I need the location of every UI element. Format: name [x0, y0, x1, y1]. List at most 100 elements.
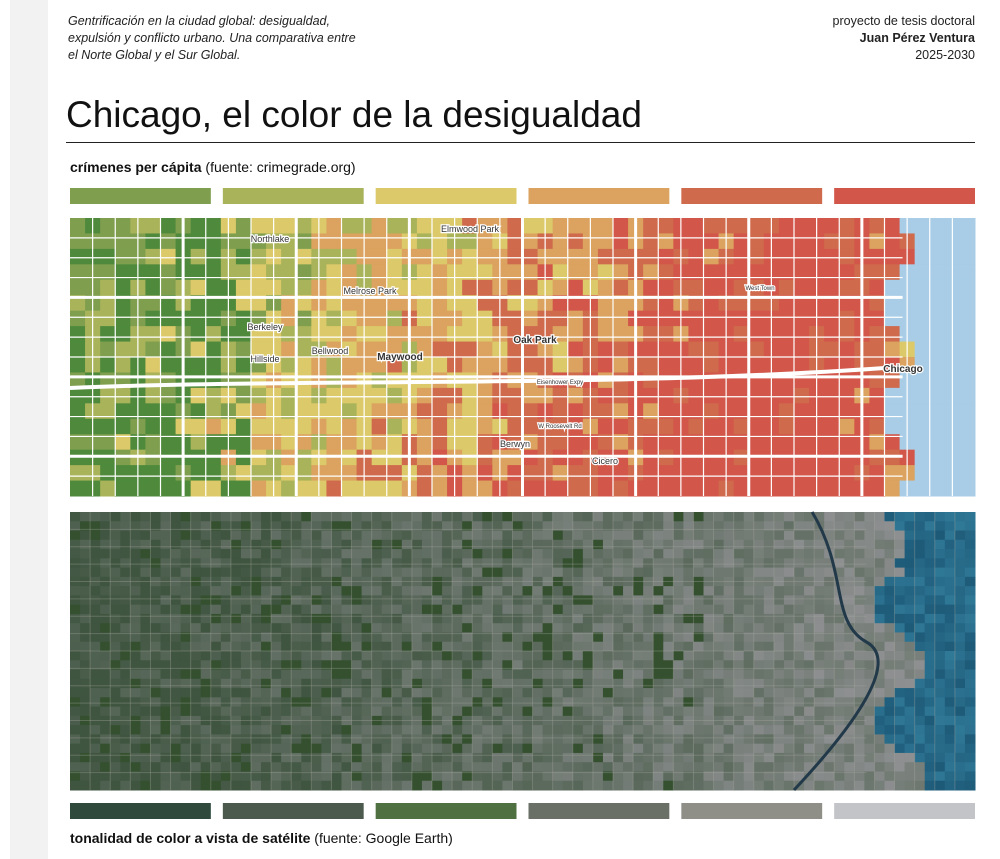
satellite-cell [291, 660, 302, 671]
satellite-cell [301, 651, 312, 661]
satellite-cell [964, 771, 976, 782]
satellite-cell [502, 595, 513, 606]
satellite-cell [421, 762, 433, 772]
satellite-cell [542, 669, 554, 680]
satellite-cell [894, 595, 906, 606]
satellite-cell [753, 678, 765, 689]
satellite-cell [964, 678, 976, 689]
satellite-cell [210, 641, 222, 652]
satellite-cell [743, 688, 755, 698]
project-info: proyecto de tesis doctoral Juan Pérez Ve… [833, 13, 975, 64]
map-cell [643, 218, 659, 234]
satellite-cell [150, 669, 161, 680]
map-cell [462, 465, 478, 482]
satellite-cell [331, 743, 342, 754]
satellite-cell [653, 539, 664, 550]
satellite-cell [894, 660, 906, 671]
map-cell [794, 387, 810, 404]
satellite-cell [924, 512, 936, 522]
satellite-cell [623, 512, 634, 522]
satellite-cell [783, 604, 795, 615]
satellite-cell [633, 697, 644, 708]
satellite-cell [663, 604, 674, 615]
satellite-cell [100, 715, 111, 726]
satellite-cell [613, 613, 624, 624]
satellite-cell [341, 660, 353, 671]
satellite-cell [874, 530, 885, 541]
satellite-cell [381, 697, 393, 708]
satellite-cell [381, 706, 393, 717]
satellite-cell [783, 567, 795, 578]
satellite-cell [602, 632, 614, 643]
satellite-cell [733, 576, 745, 587]
satellite-cell [411, 613, 423, 624]
satellite-cell [502, 660, 513, 671]
satellite-cell [70, 521, 81, 532]
satellite-cell [522, 697, 534, 708]
satellite-map [70, 511, 976, 792]
satellite-cell [240, 595, 252, 606]
satellite-cell [261, 558, 272, 569]
satellite-cell [653, 558, 664, 569]
satellite-cell [120, 558, 131, 569]
map-cell [884, 264, 901, 281]
satellite-cell [371, 521, 383, 532]
satellite-cell [653, 512, 664, 522]
map-cell [778, 218, 795, 234]
satellite-cell [361, 567, 373, 578]
satellite-cell [452, 678, 463, 689]
map-cell [416, 357, 433, 373]
map-cell [567, 248, 584, 265]
map-cell [326, 465, 342, 482]
satellite-cell [462, 780, 473, 791]
map-cell [522, 326, 539, 343]
map-cell [778, 264, 795, 281]
satellite-cell [140, 530, 151, 541]
map-cell [115, 341, 131, 358]
map-cell [929, 434, 946, 451]
satellite-cell [713, 669, 725, 680]
satellite-cell [341, 669, 353, 680]
satellite-cell [844, 651, 855, 661]
satellite-cell [703, 706, 715, 717]
map-cell [748, 279, 765, 296]
satellite-cell [150, 771, 161, 782]
map-cell [416, 418, 433, 435]
map-cell [839, 480, 855, 497]
satellite-cell [361, 660, 373, 671]
satellite-cell [814, 595, 825, 606]
satellite-cell [150, 632, 161, 643]
satellite-cell [773, 780, 785, 791]
satellite-cell [341, 632, 353, 643]
satellite-cell [130, 706, 141, 717]
map-cell [281, 387, 297, 404]
satellite-cell [733, 512, 745, 522]
map-cell [235, 465, 252, 482]
satellite-cell [693, 762, 704, 772]
satellite-cell [100, 549, 111, 559]
map-cell [160, 465, 177, 482]
satellite-cell [291, 734, 302, 745]
satellite-cell [70, 567, 81, 578]
satellite-cell [170, 688, 182, 698]
satellite-cell [643, 521, 654, 532]
map-cell [703, 264, 720, 281]
satellite-cell [492, 641, 503, 652]
map-cell [839, 403, 855, 420]
satellite-cell [572, 586, 584, 596]
satellite-cell [130, 715, 141, 726]
satellite-cell [492, 586, 503, 596]
satellite-cell [140, 669, 151, 680]
satellite-cell [220, 586, 232, 596]
satellite-cell [251, 771, 262, 782]
map-cell [281, 264, 297, 281]
satellite-cell [321, 688, 332, 698]
satellite-cell [562, 641, 574, 652]
satellite-cell [271, 530, 282, 541]
satellite-cell [281, 595, 292, 606]
satellite-cell [240, 688, 252, 698]
satellite-cell [341, 743, 353, 754]
satellite-cell [210, 586, 222, 596]
map-cell [658, 434, 674, 451]
map-cell [567, 233, 584, 250]
